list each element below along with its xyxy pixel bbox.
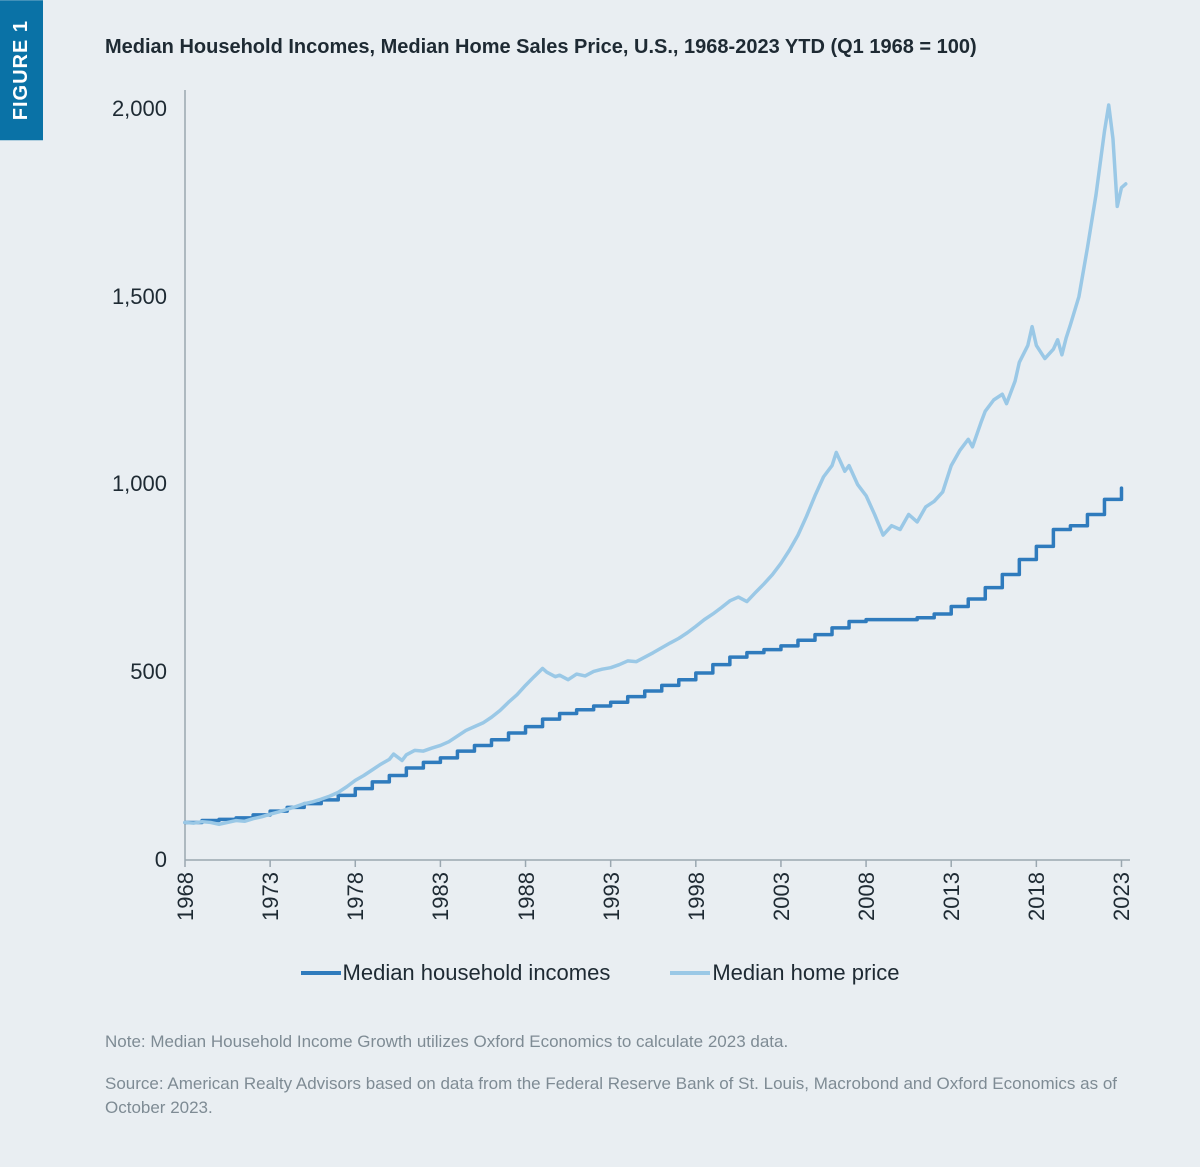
chart-svg — [0, 0, 1200, 1167]
xtick-label: 1988 — [513, 872, 539, 921]
page: FIGURE 1 Median Household Incomes, Media… — [0, 0, 1200, 1167]
legend-swatch — [670, 971, 710, 975]
legend-item-income: Median household incomes — [301, 960, 611, 986]
xtick-label: 1978 — [343, 872, 369, 921]
xtick-label: 1993 — [599, 872, 625, 921]
legend-label: Median home price — [712, 960, 899, 986]
xtick-label: 2008 — [854, 872, 880, 921]
xtick-label: 2023 — [1109, 872, 1135, 921]
xtick-label: 2003 — [769, 872, 795, 921]
xtick-label: 2018 — [1024, 872, 1050, 921]
ytick-label: 500 — [0, 659, 167, 685]
series-income — [185, 488, 1121, 822]
xtick-label: 1983 — [428, 872, 454, 921]
xtick-label: 1973 — [258, 872, 284, 921]
xtick-label: 1968 — [173, 872, 199, 921]
ytick-label: 1,000 — [0, 471, 167, 497]
ytick-label: 0 — [0, 847, 167, 873]
legend-swatch — [301, 971, 341, 975]
legend: Median household incomes Median home pric… — [0, 960, 1200, 986]
series-homeprice — [185, 105, 1126, 824]
xtick-label: 1998 — [684, 872, 710, 921]
legend-label: Median household incomes — [343, 960, 611, 986]
legend-item-homeprice: Median home price — [670, 960, 899, 986]
ytick-label: 1,500 — [0, 284, 167, 310]
chart-source: Source: American Realty Advisors based o… — [105, 1072, 1145, 1120]
xtick-label: 2013 — [939, 872, 965, 921]
ytick-label: 2,000 — [0, 96, 167, 122]
chart-note: Note: Median Household Income Growth uti… — [105, 1030, 1145, 1054]
